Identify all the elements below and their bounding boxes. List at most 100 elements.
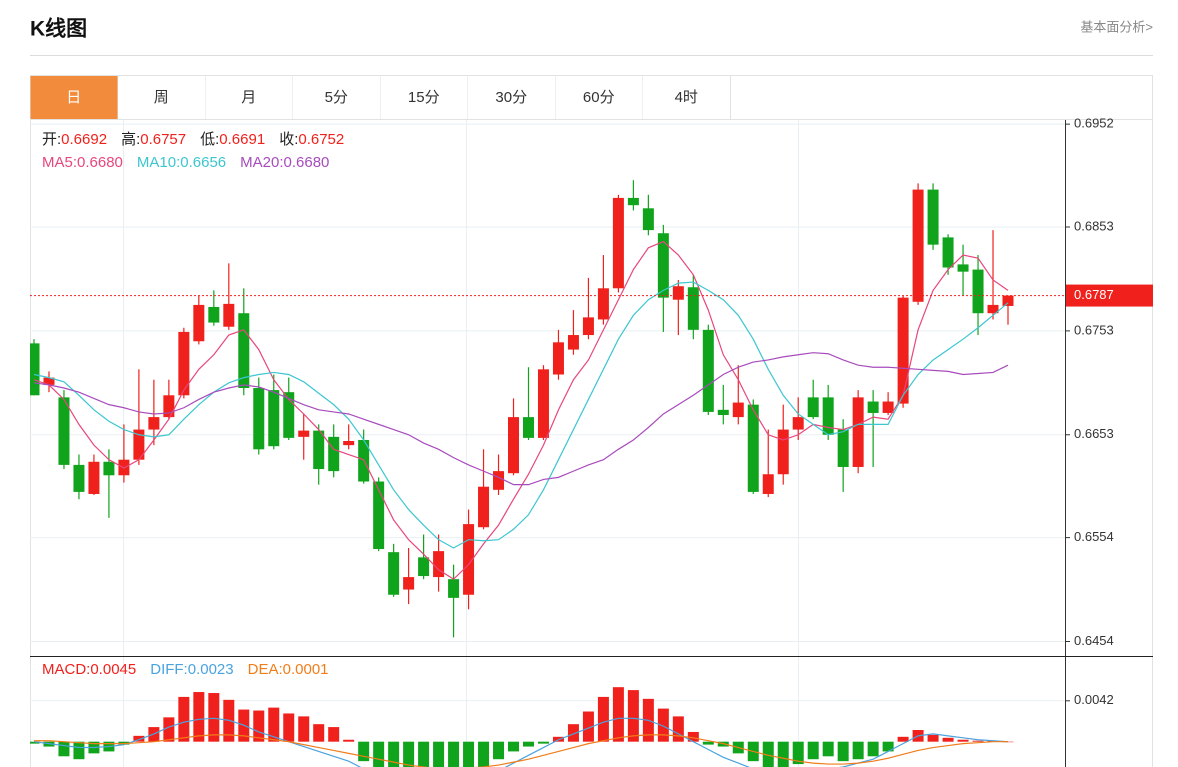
candle-body [762,474,774,494]
last-price-label: 0.6787 [1074,287,1114,302]
candle-body [897,297,909,404]
candle-body [852,397,864,467]
candle-body [133,429,145,460]
candle-body [582,317,594,336]
tab-label[interactable]: 5分 [325,89,348,106]
macd-bar [208,693,220,742]
tab[interactable] [555,76,643,119]
candle-body [747,404,759,492]
macd-bar [163,717,175,742]
tab-label[interactable]: 月 [241,89,256,106]
legend-value: 0.0001 [283,661,329,678]
candle-body [148,417,160,430]
tab[interactable] [293,76,380,119]
legend-value: 0.6680 [77,154,123,171]
tab[interactable] [30,76,118,119]
macd-bar [133,735,145,742]
legend-value: 0.6680 [284,154,330,171]
tab[interactable] [643,76,730,119]
candle-body [448,579,460,598]
candle-body [403,577,415,590]
tab-label[interactable]: 15分 [408,89,440,106]
plot-area [30,180,1065,638]
tab-label[interactable]: 4时 [675,89,698,106]
macd-bar [852,741,864,760]
candle-body [343,441,355,446]
plot-area [30,687,1014,767]
macd-bar [73,741,85,760]
legend-value: 0.6752 [298,131,344,148]
macd-bar [58,741,70,757]
tab[interactable] [205,76,293,119]
macd-bar [253,710,265,742]
macd-bar [882,741,894,752]
candle-body [912,189,924,302]
candle-body [238,313,250,389]
macd-bar [343,739,355,742]
candle-body [732,402,744,418]
ma-line [33,352,1009,486]
candle-body [567,335,579,350]
fundamental-link[interactable]: 基本面分析> [1080,19,1153,34]
legend-value: 0.6691 [219,131,265,148]
tab[interactable] [380,76,468,119]
macd-bar [313,724,325,742]
candle-body [837,429,849,467]
ma-line [33,281,1009,549]
candle-body [717,409,729,416]
macd-bar [657,708,669,742]
macd-bar [867,741,879,757]
candle-body [43,377,55,385]
macd-bar [897,736,909,742]
candle-body [493,471,505,490]
candle-body [597,288,609,320]
legend-label: DIFF: [150,661,188,678]
macd-bar [463,741,475,767]
macd-bar [328,727,340,742]
macd-bar [193,692,205,742]
candle-body [777,429,789,475]
candle-body [163,395,175,418]
macd-bar [537,741,549,744]
y-tick-label: 0.6753 [1074,322,1114,337]
macd-bar [448,741,460,767]
tab-label[interactable]: 日 [66,89,81,106]
candle-body [957,264,969,272]
macd-bar [672,716,684,742]
macd-bar [522,741,534,747]
macd-bar [508,741,520,752]
candle-body [433,551,445,578]
y-tick-label: 0.0042 [1074,692,1114,707]
candle-body [822,397,834,435]
tab[interactable] [118,76,205,119]
candle-body [73,464,85,492]
ma-line [33,240,1009,580]
legend-value: 0.0045 [90,661,136,678]
legend-value: 0.6757 [140,131,186,148]
y-tick-label: 0.6454 [1074,633,1114,648]
macd-bar [957,739,969,742]
tab-bar: 日 周 月 5分 15分 30分 60分 4时 [30,76,731,119]
tab-label[interactable]: 30分 [495,89,527,106]
legend-label: 高: [121,131,140,148]
candle-body [687,287,699,330]
candle-body [552,342,564,375]
legend-label: MA10: [137,154,180,171]
legend-label: DEA: [248,661,283,678]
y-tick-label: 0.6952 [1074,116,1114,131]
legend: MACD:0.0045 DIFF:0.0023 DEA:0.0001 [42,661,329,678]
macd-bar [822,741,834,757]
tab-label[interactable]: 60分 [583,89,615,106]
tab-label[interactable]: 周 [154,89,169,106]
chart-frame [30,75,1153,767]
macd-bar [298,716,310,742]
candle-body [30,343,40,396]
tab[interactable] [468,76,555,119]
candle-body [612,197,624,289]
candle-body [508,417,520,474]
legend-value: 0.6656 [180,154,226,171]
macd-bar [358,741,370,762]
macd-bar [433,741,445,767]
macd-bar [972,740,984,742]
